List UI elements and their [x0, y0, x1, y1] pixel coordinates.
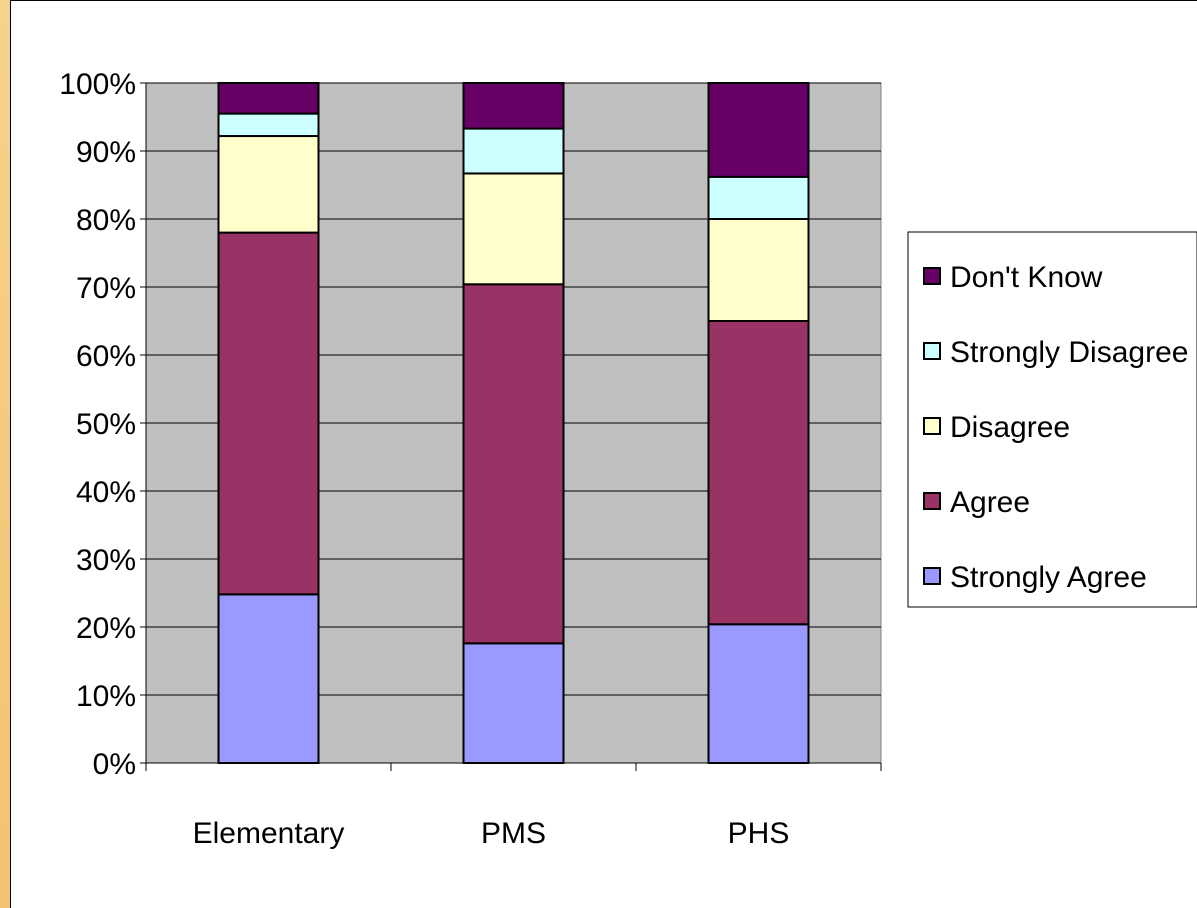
y-tick-label: 80% [76, 204, 136, 237]
bars [217, 82, 810, 765]
y-tick-label: 100% [59, 68, 136, 101]
x-category-label: PHS [728, 817, 790, 850]
y-axis: 0% 10% 20% 30% 40% 50% 60% 70% 80% 90% 100% [59, 68, 147, 781]
bar-segment-agree-pms [462, 283, 565, 645]
y-tick-label: 0% [93, 748, 136, 781]
bar-segment-strongly-disagree-phs [707, 175, 810, 220]
bar-segment-strongly-agree-phs [707, 623, 810, 765]
bar-segment-don-t-know-phs [707, 82, 810, 178]
legend-swatch-don-t-know [923, 267, 941, 285]
y-tick-label: 50% [76, 408, 136, 441]
legend-label-agree: Agree [950, 486, 1030, 519]
legend-swatch-strongly-agree [923, 567, 941, 585]
bar-segment-agree-elementary [217, 231, 320, 596]
y-tick-label: 60% [76, 340, 136, 373]
bar-segment-don-t-know-elementary [217, 82, 320, 115]
bar-segment-disagree-elementary [217, 135, 320, 234]
legend-label-strongly-disagree: Strongly Disagree [950, 336, 1188, 369]
bar-segment-strongly-disagree-pms [462, 127, 565, 175]
y-tick-label: 30% [76, 544, 136, 577]
x-axis: Elementary PMS PHS [145, 762, 882, 850]
legend-label-don-t-know: Don't Know [950, 261, 1103, 294]
left-accent-strip [0, 0, 10, 908]
legend-swatch-disagree [923, 417, 941, 435]
bar-segment-don-t-know-pms [462, 82, 565, 130]
legend-box [907, 231, 1197, 608]
bar-segment-strongly-agree-pms [462, 642, 565, 765]
legend-swatch-agree [923, 492, 941, 510]
x-category-label: Elementary [193, 817, 345, 850]
legend-swatch-strongly-disagree [923, 342, 941, 360]
left-border [10, 0, 11, 908]
y-tick-label: 20% [76, 612, 136, 645]
bar-segment-disagree-pms [462, 172, 565, 286]
x-category-label: PMS [481, 817, 546, 850]
y-tick-label: 40% [76, 476, 136, 509]
bar-segment-strongly-agree-elementary [217, 593, 320, 764]
bar-segment-agree-phs [707, 320, 810, 626]
y-tick-label: 10% [76, 680, 136, 713]
bar-segment-strongly-disagree-elementary [217, 112, 320, 138]
y-tick-label: 90% [76, 136, 136, 169]
y-tick-label: 70% [76, 272, 136, 305]
legend-label-disagree: Disagree [950, 411, 1070, 444]
bar-segment-disagree-phs [707, 218, 810, 322]
legend-label-strongly-agree: Strongly Agree [950, 561, 1147, 594]
top-border [10, 0, 1197, 1]
legend: Don't Know Strongly Disagree Disagree Agree… [907, 231, 1197, 608]
